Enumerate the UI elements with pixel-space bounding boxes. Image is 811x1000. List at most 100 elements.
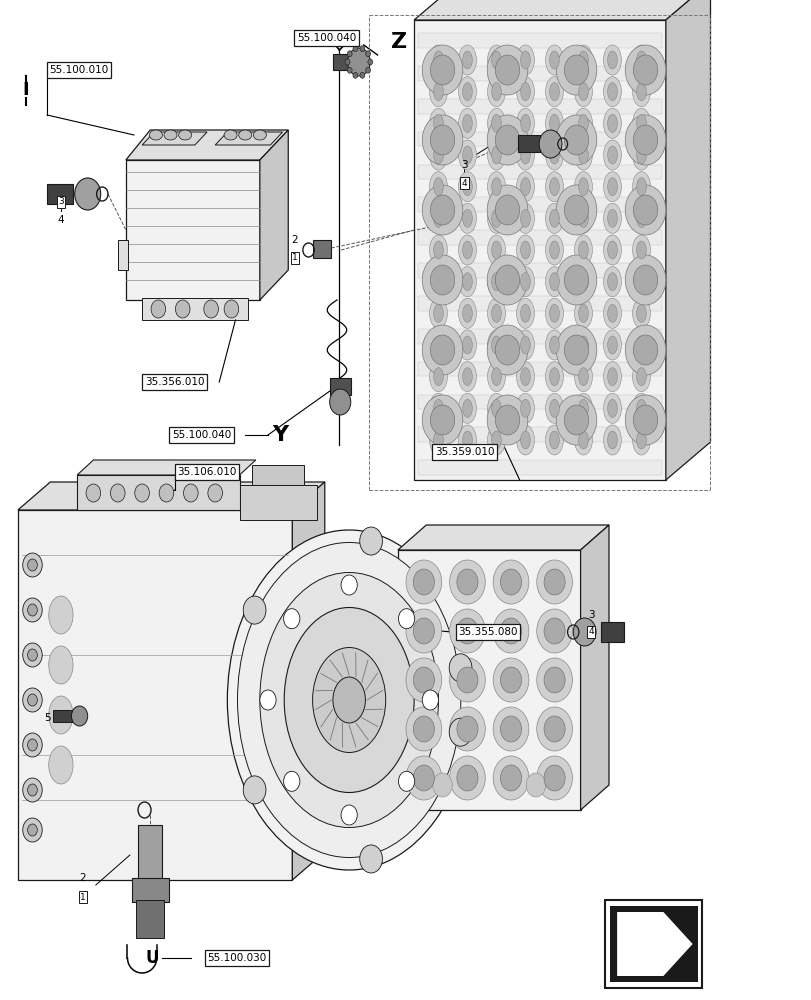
Text: 4: 4	[58, 215, 64, 225]
Circle shape	[500, 716, 521, 742]
Ellipse shape	[578, 304, 588, 322]
Text: 35.359.010: 35.359.010	[434, 447, 494, 457]
Ellipse shape	[516, 203, 534, 233]
Ellipse shape	[433, 83, 443, 101]
Ellipse shape	[636, 209, 646, 227]
Polygon shape	[418, 362, 661, 376]
Polygon shape	[418, 165, 661, 179]
Ellipse shape	[433, 399, 443, 417]
Ellipse shape	[545, 298, 563, 328]
Circle shape	[28, 559, 37, 571]
Circle shape	[487, 325, 527, 375]
Circle shape	[449, 609, 485, 653]
Polygon shape	[418, 33, 661, 48]
Circle shape	[539, 130, 561, 158]
Ellipse shape	[433, 178, 443, 196]
Ellipse shape	[549, 83, 559, 101]
Circle shape	[556, 325, 596, 375]
Ellipse shape	[636, 273, 646, 291]
Ellipse shape	[632, 140, 650, 170]
Ellipse shape	[520, 114, 530, 132]
Circle shape	[487, 45, 527, 95]
Ellipse shape	[462, 336, 472, 354]
Ellipse shape	[516, 77, 534, 107]
Ellipse shape	[487, 140, 504, 170]
Circle shape	[406, 756, 441, 800]
Circle shape	[492, 560, 528, 604]
Ellipse shape	[491, 304, 500, 322]
Ellipse shape	[632, 108, 650, 138]
Circle shape	[556, 45, 596, 95]
Circle shape	[624, 45, 665, 95]
Ellipse shape	[491, 83, 500, 101]
Ellipse shape	[516, 172, 534, 202]
Circle shape	[556, 185, 596, 235]
Text: 5: 5	[44, 713, 50, 723]
Ellipse shape	[603, 235, 620, 265]
Circle shape	[28, 604, 37, 616]
Ellipse shape	[516, 140, 534, 170]
Ellipse shape	[574, 108, 592, 138]
Ellipse shape	[49, 596, 73, 634]
Circle shape	[365, 67, 370, 73]
Circle shape	[564, 195, 588, 225]
Ellipse shape	[491, 241, 500, 259]
Ellipse shape	[545, 330, 563, 360]
Circle shape	[430, 55, 454, 85]
Ellipse shape	[458, 267, 476, 297]
Ellipse shape	[549, 209, 559, 227]
Ellipse shape	[491, 368, 500, 386]
Ellipse shape	[549, 399, 559, 417]
Ellipse shape	[433, 304, 443, 322]
Circle shape	[495, 335, 519, 365]
Polygon shape	[292, 482, 324, 880]
Ellipse shape	[224, 130, 237, 140]
Ellipse shape	[462, 273, 472, 291]
Polygon shape	[77, 475, 239, 510]
Circle shape	[359, 527, 382, 555]
Circle shape	[543, 667, 564, 693]
Circle shape	[492, 609, 528, 653]
Ellipse shape	[603, 77, 620, 107]
Circle shape	[224, 300, 238, 318]
Circle shape	[430, 335, 454, 365]
Ellipse shape	[549, 336, 559, 354]
Circle shape	[457, 569, 478, 595]
Ellipse shape	[632, 203, 650, 233]
Circle shape	[564, 265, 588, 295]
Ellipse shape	[520, 431, 530, 449]
Polygon shape	[600, 622, 623, 642]
Ellipse shape	[516, 362, 534, 392]
Ellipse shape	[520, 83, 530, 101]
Ellipse shape	[462, 114, 472, 132]
Polygon shape	[260, 130, 288, 300]
Ellipse shape	[516, 267, 534, 297]
Ellipse shape	[636, 83, 646, 101]
Ellipse shape	[549, 146, 559, 164]
Polygon shape	[312, 240, 331, 258]
Circle shape	[543, 765, 564, 791]
Ellipse shape	[433, 368, 443, 386]
Ellipse shape	[578, 209, 588, 227]
Ellipse shape	[487, 77, 504, 107]
Circle shape	[495, 55, 519, 85]
Ellipse shape	[491, 209, 500, 227]
Ellipse shape	[487, 172, 504, 202]
Ellipse shape	[520, 209, 530, 227]
Polygon shape	[126, 130, 288, 160]
Ellipse shape	[462, 178, 472, 196]
Circle shape	[487, 395, 527, 445]
Circle shape	[543, 569, 564, 595]
Ellipse shape	[578, 431, 588, 449]
Polygon shape	[329, 378, 350, 395]
Ellipse shape	[607, 431, 616, 449]
Circle shape	[413, 765, 434, 791]
Polygon shape	[77, 460, 255, 475]
Ellipse shape	[49, 746, 73, 784]
Ellipse shape	[516, 425, 534, 455]
Text: U: U	[146, 949, 159, 967]
Ellipse shape	[433, 336, 443, 354]
Circle shape	[406, 658, 441, 702]
Ellipse shape	[520, 273, 530, 291]
Ellipse shape	[178, 130, 191, 140]
